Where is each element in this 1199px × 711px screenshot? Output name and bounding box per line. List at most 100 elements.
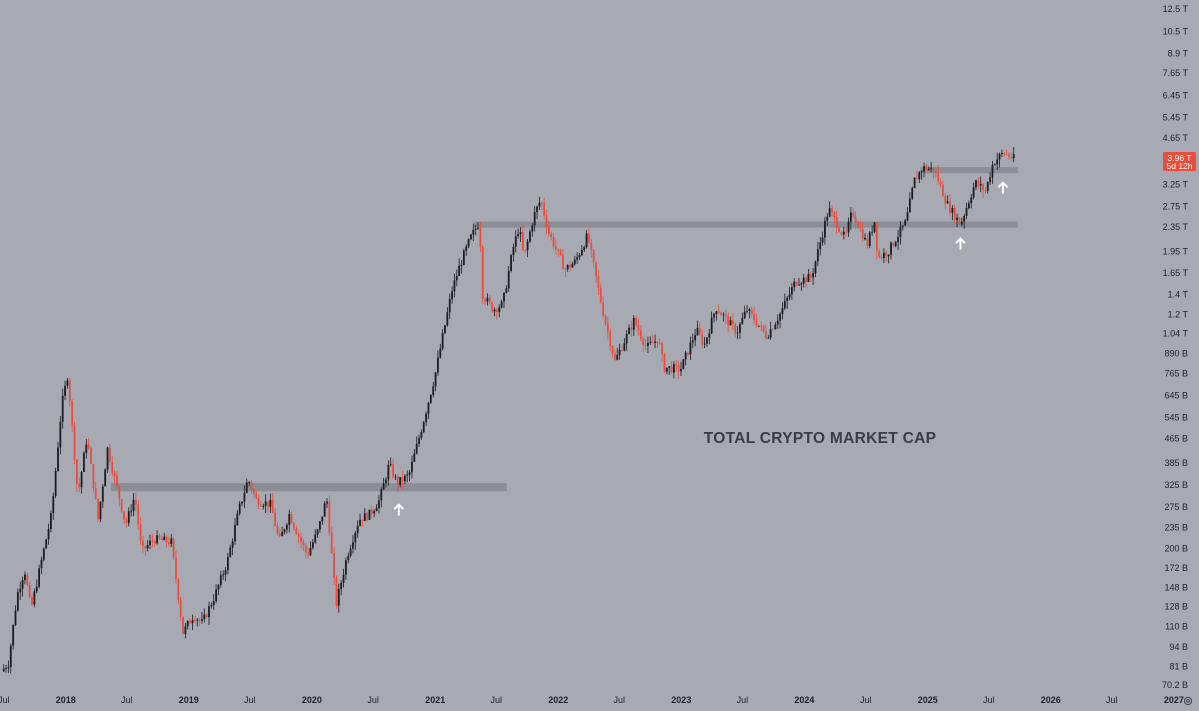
candle-body: [703, 343, 706, 345]
candle-body: [616, 354, 619, 360]
candle-body: [668, 366, 671, 368]
candle-body: [28, 584, 31, 597]
candle-body: [920, 171, 923, 173]
candle-body: [505, 288, 508, 293]
candle-body: [420, 432, 423, 438]
candle-body: [222, 574, 225, 576]
candle-body: [281, 532, 284, 537]
candle-body: [144, 545, 147, 549]
candle-body: [382, 483, 385, 490]
gear-icon[interactable]: [1183, 693, 1193, 705]
candle-body: [847, 221, 850, 233]
x-axis[interactable]: Jul 2018 Jul 2019 Jul 2020 Jul 2021 Jul 2022 Jul 20…: [0, 695, 1184, 705]
candle-body: [337, 588, 340, 606]
candle-body: [217, 585, 220, 590]
arrow-up-icon: [997, 181, 1008, 194]
candle-body: [68, 380, 71, 402]
candle-body: [488, 297, 491, 303]
candle-body: [821, 237, 824, 243]
candle-body: [422, 422, 425, 433]
candle-body: [75, 459, 78, 484]
candle-body: [720, 312, 722, 316]
candle-body: [573, 259, 576, 264]
candle-body: [906, 212, 909, 221]
candle-body: [552, 236, 555, 247]
candle-body: [625, 333, 628, 344]
candle-body: [401, 477, 404, 482]
candle-body: [38, 568, 41, 587]
candle-body: [323, 503, 326, 517]
candle-body: [946, 201, 949, 204]
candle-body: [125, 519, 128, 524]
y-tick-label: 465 B: [1164, 433, 1188, 443]
candle-body: [425, 413, 428, 423]
candle-body: [769, 329, 772, 338]
candle-body: [31, 596, 33, 605]
candle-body: [580, 249, 583, 256]
arrow-markers: [393, 181, 1008, 516]
candle-body: [597, 275, 600, 288]
candle-body: [989, 177, 992, 183]
candle-body: [550, 233, 553, 237]
y-tick-label: 70.2 B: [1162, 680, 1188, 690]
candle-body: [604, 315, 607, 324]
candle-body: [408, 472, 411, 475]
candle-body: [238, 503, 241, 514]
candle-body: [90, 447, 92, 464]
candle-body: [7, 667, 10, 669]
candle-body: [158, 535, 161, 539]
x-tick-label: Jul: [614, 695, 626, 705]
candle-body: [967, 203, 970, 209]
candle-body: [307, 552, 310, 556]
candle-body: [496, 309, 498, 312]
y-tick-label: 1.4 T: [1168, 290, 1189, 300]
candle-body: [802, 277, 805, 284]
candle-body: [993, 164, 996, 166]
candle-body: [840, 232, 843, 235]
candle-body: [50, 513, 52, 529]
candle-body: [85, 444, 88, 453]
candle-body: [772, 329, 774, 330]
candle-body: [116, 475, 118, 487]
candle-body: [311, 542, 314, 548]
candle-body: [918, 172, 921, 180]
candle-body: [529, 231, 531, 242]
candle-body: [621, 349, 623, 351]
candle-body: [533, 212, 536, 226]
candle-body: [439, 348, 442, 358]
candle-body: [134, 499, 137, 505]
candle-body: [809, 274, 812, 278]
candle-body: [602, 302, 605, 316]
candle-body: [521, 232, 524, 250]
candle-body: [427, 402, 430, 414]
candle-body: [123, 511, 125, 520]
candle-body: [493, 309, 496, 312]
candle-body: [727, 316, 730, 326]
candle-body: [812, 273, 815, 278]
y-tick-label: 545 B: [1164, 413, 1188, 423]
y-axis[interactable]: 12.5 T 10.5 T 8.9 T 7.65 T 6.45 T 5.45 T 4.65 …: [1162, 4, 1189, 690]
candle-body: [760, 325, 763, 327]
arrow-up-icon: [955, 237, 966, 250]
candle-body: [654, 341, 656, 343]
candle-body: [304, 545, 307, 553]
candle-body: [1005, 153, 1008, 155]
candle-body: [278, 533, 281, 537]
candle-body: [344, 560, 347, 575]
y-tick-label: 1.04 T: [1163, 328, 1189, 338]
x-tick-label: Jul: [244, 695, 256, 705]
candle-body: [524, 249, 527, 251]
candle-body: [706, 337, 708, 344]
candle-body: [557, 248, 560, 251]
candle-body: [675, 364, 678, 366]
candle-body: [665, 367, 668, 372]
candle-body: [234, 525, 236, 542]
y-tick-label: 110 B: [1165, 621, 1188, 631]
candle-body: [316, 529, 319, 535]
candle-body: [795, 281, 798, 285]
candle-body: [868, 232, 871, 246]
candle-body: [142, 540, 144, 546]
candle-body: [432, 386, 435, 395]
candle-body: [701, 334, 704, 345]
